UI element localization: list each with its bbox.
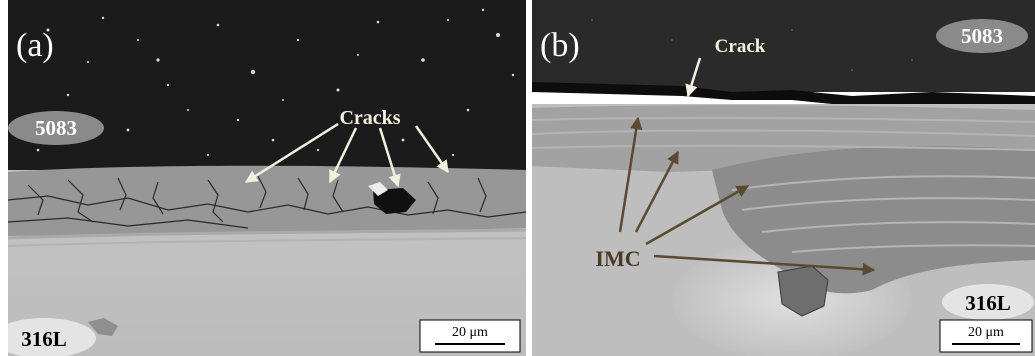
aluminum-region bbox=[8, 0, 526, 170]
scale-bar-box-a bbox=[419, 319, 521, 353]
micrograph-b-image: (b) Crack IMC 5083 316L 20 μm bbox=[532, 0, 1035, 356]
annotation-imc: IMC bbox=[595, 246, 640, 271]
scale-bar-label-b: 20 μm bbox=[968, 325, 1004, 340]
scale-bar-label-a: 20 μm bbox=[452, 325, 488, 340]
micrograph-panel-a: (a) 5083 Cracks 316L 20 μm bbox=[8, 0, 526, 356]
micrograph-panel-b: (b) Crack IMC 5083 316L 20 μm bbox=[532, 0, 1035, 356]
inclusion bbox=[88, 318, 118, 336]
material-label-316l-a: 316L bbox=[21, 327, 67, 351]
crack-gap bbox=[532, 82, 1035, 108]
material-badge-5083-a bbox=[8, 111, 104, 145]
material-label-5083-b: 5083 bbox=[961, 24, 1003, 48]
imc-arrows bbox=[618, 116, 876, 276]
crack-network bbox=[8, 175, 526, 229]
panel-letter-b: (b) bbox=[540, 27, 580, 64]
crack-arrows bbox=[244, 122, 450, 188]
annotation-cracks: Cracks bbox=[339, 107, 400, 129]
imc-lamellae bbox=[532, 116, 1035, 253]
material-badge-316l-a bbox=[8, 318, 96, 356]
material-badge-5083-b bbox=[936, 19, 1028, 53]
material-label-316l-b: 316L bbox=[965, 291, 1011, 315]
void-defect bbox=[373, 188, 416, 214]
interface-layer bbox=[8, 165, 526, 236]
material-badge-316l-b bbox=[942, 284, 1034, 320]
annotation-crack: Crack bbox=[715, 36, 766, 57]
panel-letter-a: (a) bbox=[16, 27, 54, 64]
crack-arrow bbox=[685, 57, 702, 98]
scale-bar-box-b bbox=[939, 319, 1033, 353]
micrograph-a-image: (a) 5083 Cracks 316L 20 μm bbox=[8, 0, 526, 356]
precipitate-speckles bbox=[36, 8, 515, 157]
material-label-5083-a: 5083 bbox=[35, 116, 77, 140]
